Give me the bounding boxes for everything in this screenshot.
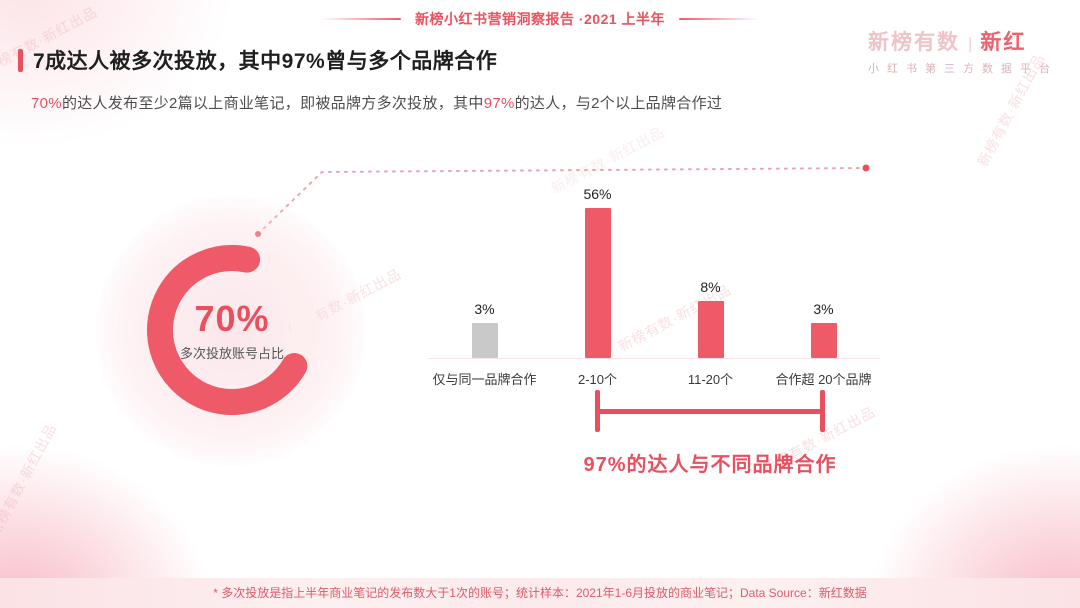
bar-category: 合作超 20个品牌 [775, 372, 872, 387]
donut-chart: 70% 多次投放账号占比 [142, 240, 322, 420]
donut-value-arc [147, 245, 317, 415]
bar-chart-plot: 3% 56% 8% 3% [428, 180, 880, 359]
report-header: 新榜小红书营销洞察报告 ·2021 上半年 [0, 9, 1080, 29]
bar-value-label: 56% [583, 186, 612, 202]
subtitle-highlight-70: 70% [31, 95, 62, 112]
subtitle-text: 的达人发布至少2篇以上商业笔记，即被品牌方多次投放，其中 [61, 95, 484, 112]
donut-glow-decoration [96, 196, 366, 466]
title-accent-bar [18, 48, 23, 72]
donut-svg [147, 245, 317, 415]
bar-category: 仅与同一品牌合作 [432, 372, 537, 387]
bar [471, 323, 498, 358]
report-header-title: 新榜小红书营销洞察报告 ·2021 上半年 [414, 11, 666, 27]
bar [584, 208, 611, 358]
footnote: * 多次投放是指上半年商业笔记的发布数大于1次的账号；统计样本：2021年1-6… [0, 578, 1080, 608]
brand-logo: 新榜有数 | 新红 小红书第三方数据平台 [868, 26, 1058, 76]
bar-value-label: 8% [700, 279, 721, 295]
bracket-right-end [820, 390, 825, 432]
connector-dot-right [862, 164, 870, 172]
subtitle-highlight-97: 97% [483, 95, 515, 112]
donut-center-labels: 70% 多次投放账号占比 [142, 240, 322, 420]
bar [810, 323, 837, 358]
subtitle-text: 的达人，与2个以上品牌合作过 [514, 95, 723, 112]
logo-subtitle: 小红书第三方数据平台 [868, 63, 1058, 75]
header-line-right [679, 18, 760, 20]
bar-chart: 3% 56% 8% 3% 仅与同一品牌合作 2-10个 11-20个 合作超 2… [428, 180, 880, 388]
bar-category-labels: 仅与同一品牌合作 2-10个 11-20个 合作超 20个品牌 [428, 369, 880, 388]
donut-percentage: 70% [194, 298, 270, 339]
logo-text-newrank: 新榜有数 [868, 31, 960, 54]
bar-group: 3% [767, 301, 880, 358]
header-line-left [320, 18, 401, 20]
logo-text-xinhong: 新红 [980, 31, 1027, 54]
logo-divider: | [968, 34, 973, 53]
bar-group: 3% [428, 301, 541, 358]
bracket-horizontal [595, 409, 825, 414]
title-row: 7成达人被多次投放，其中97%曾与多个品牌合作 [18, 45, 497, 75]
bar-group: 56% [541, 186, 654, 358]
donut-caption: 多次投放账号占比 [179, 346, 284, 361]
page-title: 7成达人被多次投放，其中97%曾与多个品牌合作 [33, 50, 498, 73]
bar-group: 8% [654, 279, 767, 358]
subtitle: 70%的达人发布至少2篇以上商业笔记，即被品牌方多次投放，其中97%的达人，与2… [31, 92, 722, 113]
bar [697, 301, 724, 358]
bar-chart-annotation: 97%的达人与不同品牌合作 [583, 454, 837, 476]
bar-value-label: 3% [474, 301, 495, 317]
watermark: 新榜有数·新红出品 [0, 420, 60, 540]
bar-category: 11-20个 [687, 372, 734, 387]
bar-value-label: 3% [813, 301, 834, 317]
bar-category: 2-10个 [577, 372, 618, 387]
